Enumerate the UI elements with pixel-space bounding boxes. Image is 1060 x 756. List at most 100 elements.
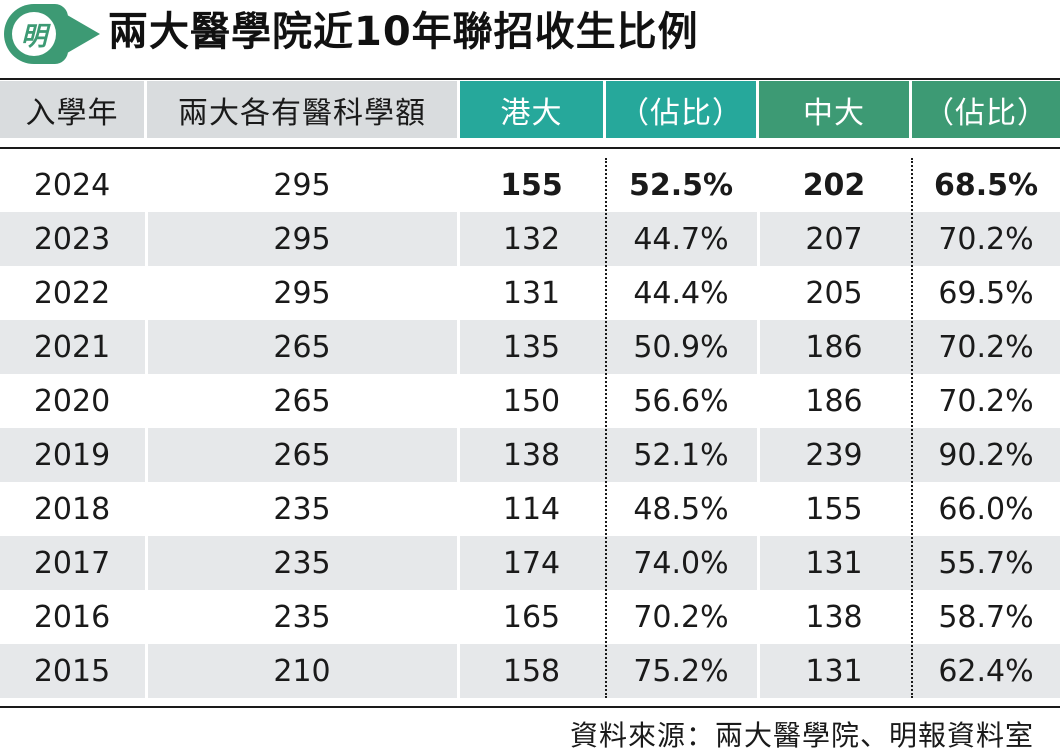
column-separator	[457, 266, 460, 320]
table-row: 2015 210 158 75.2% 131 62.4%	[0, 644, 1060, 698]
column-separator	[757, 158, 760, 212]
cell-hku-share: 52.5%	[628, 167, 734, 203]
cell-cuhk: 131	[805, 653, 863, 689]
cell-hku-share: 56.6%	[633, 383, 729, 419]
cell-year: 2021	[33, 329, 111, 365]
column-separator	[757, 428, 760, 482]
cell-year: 2016	[33, 599, 111, 635]
cell-cuhk: 131	[805, 545, 863, 581]
cell-cuhk: 155	[805, 491, 863, 527]
cell-quota: 235	[273, 599, 331, 635]
cell-hku: 131	[502, 275, 561, 311]
cell-year: 2020	[33, 383, 111, 419]
column-separator	[757, 590, 760, 644]
table-title: 兩大醫學院近10年聯招收生比例	[108, 9, 699, 55]
cell-cuhk: 202	[802, 167, 866, 203]
cell-hku-share: 48.5%	[633, 491, 729, 527]
cell-cuhk: 186	[805, 329, 863, 365]
cell-year: 2024	[33, 167, 111, 203]
table-row: 2024 295 155 52.5% 202 68.5%	[0, 158, 1060, 212]
cell-quota: 265	[273, 329, 331, 365]
column-separator	[757, 374, 760, 428]
column-separator	[145, 212, 148, 266]
column-separator	[757, 320, 760, 374]
cell-cuhk: 205	[805, 275, 863, 311]
cell-year: 2022	[33, 275, 111, 311]
column-separator	[757, 482, 760, 536]
header-hku: 港大	[460, 81, 603, 138]
cell-cuhk-share: 69.5%	[938, 275, 1034, 311]
table-header: 入學年 兩大各有醫科學額 港大 （佔比） 中大 （佔比）	[0, 81, 1060, 138]
cell-hku: 135	[502, 329, 561, 365]
cell-quota: 295	[273, 221, 331, 257]
cell-cuhk: 207	[805, 221, 863, 257]
cell-hku-share: 74.0%	[633, 545, 729, 581]
dotted-divider-hku	[605, 158, 607, 698]
cell-hku-share: 70.2%	[633, 599, 729, 635]
dotted-divider-cuhk	[911, 158, 913, 698]
table-row: 2018 235 114 48.5% 155 66.0%	[0, 482, 1060, 536]
table-row: 2023 295 132 44.7% 207 70.2%	[0, 212, 1060, 266]
header-cuhk-share: （佔比）	[912, 81, 1060, 138]
column-separator	[757, 212, 760, 266]
cell-hku: 150	[502, 383, 561, 419]
cell-quota: 295	[273, 275, 331, 311]
column-separator	[457, 212, 460, 266]
ming-pao-logo: 明	[4, 4, 68, 64]
column-separator	[757, 266, 760, 320]
cell-cuhk: 186	[805, 383, 863, 419]
column-separator	[457, 590, 460, 644]
cell-cuhk: 239	[805, 437, 863, 473]
column-separator	[145, 428, 148, 482]
column-separator	[145, 158, 148, 212]
cell-hku: 165	[502, 599, 561, 635]
column-separator	[145, 374, 148, 428]
header-quota: 兩大各有醫科學額	[147, 81, 457, 138]
cell-hku: 155	[500, 167, 563, 203]
cell-hku-share: 50.9%	[633, 329, 729, 365]
cell-quota: 265	[273, 383, 331, 419]
table-row: 2020 265 150 56.6% 186 70.2%	[0, 374, 1060, 428]
cell-year: 2023	[33, 221, 111, 257]
cell-hku-share: 75.2%	[633, 653, 729, 689]
column-separator	[757, 644, 760, 698]
table-row: 2017 235 174 74.0% 131 55.7%	[0, 536, 1060, 590]
cell-cuhk-share: 68.5%	[933, 167, 1039, 203]
column-separator	[145, 482, 148, 536]
column-separator	[457, 158, 460, 212]
cell-cuhk-share: 90.2%	[938, 437, 1034, 473]
column-separator	[145, 644, 148, 698]
table-row: 2022 295 131 44.4% 205 69.5%	[0, 266, 1060, 320]
logo-glyph: 明	[12, 12, 56, 56]
cell-cuhk-share: 70.2%	[938, 221, 1034, 257]
table-body: 2024 295 155 52.5% 202 68.5% 2023 295 132 44.7% 20…	[0, 158, 1060, 698]
cell-quota: 235	[273, 491, 331, 527]
cell-cuhk: 138	[805, 599, 863, 635]
cell-cuhk-share: 70.2%	[938, 329, 1034, 365]
table-row: 2019 265 138 52.1% 239 90.2%	[0, 428, 1060, 482]
cell-year: 2018	[33, 491, 111, 527]
cell-hku: 174	[502, 545, 561, 581]
column-separator	[457, 320, 460, 374]
column-separator	[145, 266, 148, 320]
column-separator	[457, 482, 460, 536]
title-bar: 明 兩大醫學院近10年聯招收生比例	[0, 0, 1060, 70]
column-separator	[457, 428, 460, 482]
cell-quota: 295	[273, 167, 331, 203]
header-year: 入學年	[0, 81, 144, 138]
table-row: 2016 235 165 70.2% 138 58.7%	[0, 590, 1060, 644]
cell-cuhk-share: 62.4%	[938, 653, 1034, 689]
cell-cuhk-share: 66.0%	[938, 491, 1034, 527]
cell-hku: 138	[502, 437, 561, 473]
cell-quota: 210	[273, 653, 331, 689]
header-rule	[0, 147, 1060, 149]
table-row: 2021 265 135 50.9% 186 70.2%	[0, 320, 1060, 374]
cell-year: 2017	[33, 545, 111, 581]
column-separator	[457, 536, 460, 590]
cell-cuhk-share: 70.2%	[938, 383, 1034, 419]
cell-quota: 265	[273, 437, 331, 473]
cell-hku-share: 44.7%	[633, 221, 729, 257]
column-separator	[757, 536, 760, 590]
cell-hku: 114	[502, 491, 561, 527]
cell-year: 2019	[33, 437, 111, 473]
